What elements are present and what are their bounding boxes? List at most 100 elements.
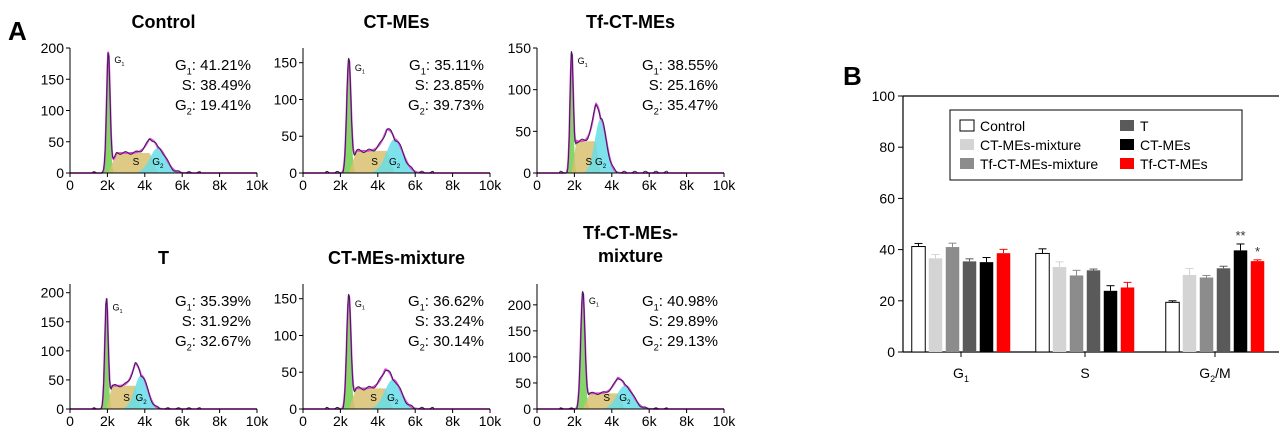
- y-tick-label: 200: [41, 285, 65, 301]
- x-tick-label: 10k: [713, 413, 737, 429]
- x-tick-label: 8k: [679, 177, 695, 193]
- x-tick-label: 0: [299, 177, 307, 193]
- histogram-4: 0 2k 4k 6k 8k 10k 0 50 100 150 200 T G1 S G2 G1: 35.39%…: [41, 248, 270, 429]
- legend-entry: T: [1140, 118, 1149, 134]
- y-tick-label: 150: [41, 314, 65, 330]
- g2-phase-area: [70, 148, 257, 173]
- legend-entry: Tf-CT-MEs: [1140, 156, 1208, 172]
- bar-y-tick-label: 40: [879, 242, 895, 258]
- x-tick-label: 6k: [175, 413, 191, 429]
- panel-label-a: A: [8, 16, 27, 46]
- y-tick-label: 0: [289, 165, 297, 181]
- bar: [1103, 290, 1118, 352]
- y-tick-label: 50: [515, 375, 531, 391]
- legend-swatch: [1120, 158, 1134, 169]
- x-tick-label: 0: [66, 177, 74, 193]
- legend-entry: Control: [980, 118, 1025, 134]
- x-tick-label: 10k: [479, 177, 503, 193]
- phase-percentage: S: 33.24%: [415, 313, 484, 330]
- legend-swatch: [960, 158, 974, 169]
- s-peak-label: S: [586, 157, 593, 168]
- g2-phase-area: [537, 118, 724, 173]
- x-tick-label: 6k: [642, 413, 658, 429]
- histogram-title: Tf-CT-MEs-: [583, 223, 678, 243]
- x-tick-label: 6k: [408, 177, 424, 193]
- x-tick-label: 6k: [642, 177, 658, 193]
- y-tick-label: 0: [523, 165, 531, 181]
- phase-percentage: G1: 40.98%: [642, 293, 718, 313]
- bar: [1182, 274, 1197, 352]
- s-peak-label: S: [370, 393, 377, 404]
- g1-phase-area: [70, 299, 257, 409]
- phase-percentage: G2: 32.67%: [175, 333, 251, 353]
- bar: [979, 262, 994, 352]
- bar-category-label: G2/M: [1199, 365, 1230, 384]
- x-tick-label: 4k: [604, 177, 620, 193]
- bar: [1086, 270, 1101, 352]
- bar: [1052, 267, 1067, 352]
- x-tick-label: 2k: [567, 177, 583, 193]
- bar-category-label: S: [1080, 365, 1089, 381]
- bar-y-tick-label: 20: [879, 293, 895, 309]
- bar: [962, 261, 977, 352]
- bar: [928, 258, 943, 352]
- y-tick-label: 150: [508, 40, 532, 56]
- histogram-2: 0 2k 4k 6k 8k 10k 0 50 100 150 CT-MEs G1 S G2 G1: 35.1…: [274, 12, 503, 193]
- g2-phase-area: [303, 379, 490, 409]
- y-tick-label: 100: [274, 91, 298, 107]
- y-tick-label: 100: [508, 82, 532, 98]
- g1-peak-label: G1: [355, 299, 365, 312]
- phase-percentage: S: 31.92%: [182, 313, 251, 330]
- phase-percentage: G1: 35.11%: [409, 57, 484, 77]
- histogram-title: Tf-CT-MEs: [586, 12, 675, 32]
- histogram-title: CT-MEs-mixture: [328, 248, 465, 268]
- y-tick-label: 0: [56, 165, 64, 181]
- g2-peak-label: G2: [387, 393, 399, 406]
- y-tick-label: 0: [56, 401, 64, 417]
- phase-percentage: G2: 19.41%: [175, 97, 251, 117]
- x-tick-label: 0: [299, 413, 307, 429]
- x-tick-label: 2k: [100, 413, 116, 429]
- g1-peak-label: G1: [114, 55, 124, 68]
- y-tick-label: 100: [41, 103, 65, 119]
- y-tick-label: 150: [274, 55, 298, 71]
- x-tick-label: 0: [533, 177, 541, 193]
- x-tick-label: 10k: [479, 413, 503, 429]
- x-tick-label: 8k: [679, 413, 695, 429]
- g1-phase-area: [70, 51, 257, 173]
- histogram-6: 0 2k 4k 6k 8k 10k 0 50 100 150 200 Tf-CT-MEs-mixtur…: [508, 223, 737, 429]
- g2-peak-label: G2: [152, 157, 164, 170]
- bar: [1035, 252, 1050, 353]
- g1-peak-label: G1: [578, 56, 588, 69]
- g2-phase-area: [537, 385, 724, 409]
- s-peak-label: S: [371, 157, 378, 168]
- phase-percentage: G2: 35.47%: [642, 97, 718, 117]
- s-phase-area: [70, 385, 257, 409]
- g2-peak-label: G2: [135, 393, 147, 406]
- histogram-title: mixture: [598, 246, 663, 266]
- g2-phase-area: [70, 375, 257, 409]
- y-tick-label: 50: [281, 364, 297, 380]
- bar-y-tick-label: 80: [879, 139, 895, 155]
- x-tick-label: 8k: [445, 177, 461, 193]
- g2-peak-label: G2: [389, 157, 401, 170]
- g1-peak-label: G1: [112, 303, 122, 316]
- panel-label-b: B: [843, 61, 862, 91]
- legend-entry: CT-MEs-mixture: [980, 137, 1081, 153]
- histogram-title: T: [158, 248, 169, 268]
- bar: [1120, 287, 1135, 352]
- s-phase-area: [537, 141, 724, 173]
- bar-y-tick-label: 0: [887, 344, 895, 360]
- s-peak-label: S: [133, 157, 140, 168]
- x-tick-label: 8k: [445, 413, 461, 429]
- s-phase-area: [70, 153, 257, 173]
- g2-peak-label: G2: [619, 393, 631, 406]
- significance-mark: *: [1255, 244, 1260, 259]
- bar-category-label: G1: [953, 365, 969, 384]
- bar: [911, 246, 926, 353]
- x-tick-label: 4k: [370, 177, 386, 193]
- x-tick-label: 10k: [246, 413, 270, 429]
- legend-swatch: [1120, 139, 1134, 150]
- bar: [1233, 250, 1248, 352]
